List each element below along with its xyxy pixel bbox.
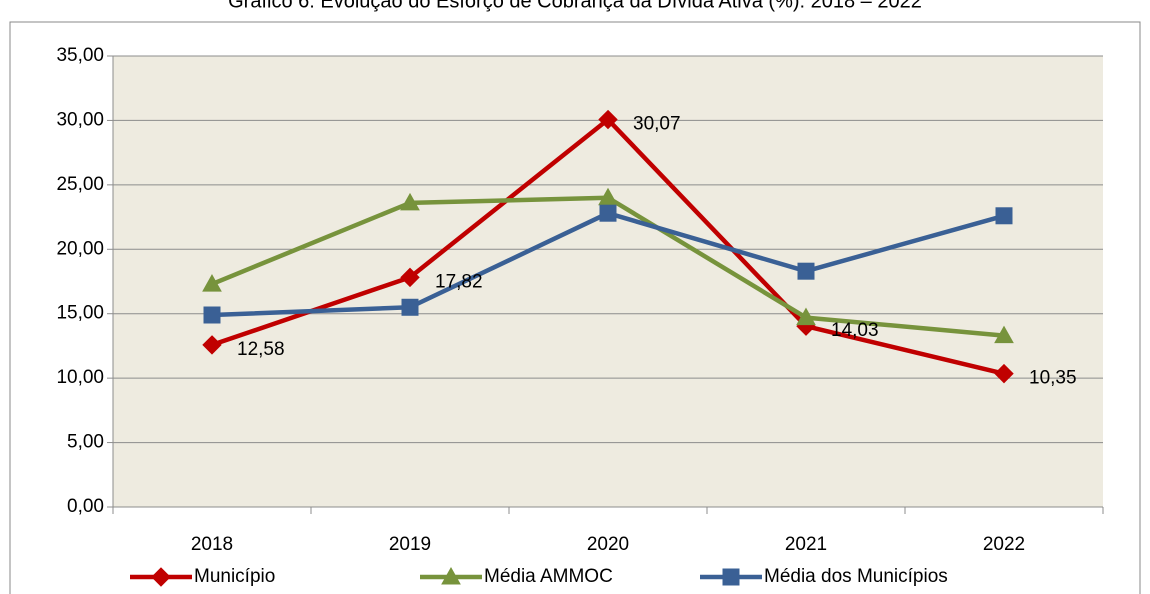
x-tick-label: 2018 bbox=[191, 534, 233, 555]
marker bbox=[203, 306, 221, 324]
marker bbox=[400, 192, 420, 211]
marker bbox=[796, 307, 816, 326]
x-tick-label: 2022 bbox=[983, 534, 1025, 555]
plot-area bbox=[113, 56, 1103, 507]
marker bbox=[722, 568, 740, 586]
marker bbox=[202, 335, 222, 355]
legend-label: Média dos Municípios bbox=[764, 566, 948, 587]
x-tick-label: 2021 bbox=[785, 534, 827, 555]
x-tick-label: 2020 bbox=[587, 534, 629, 555]
data-label: 10,35 bbox=[1029, 368, 1077, 389]
legend-label: Município bbox=[194, 566, 275, 587]
y-tick-label: 25,00 bbox=[56, 174, 104, 195]
marker bbox=[994, 363, 1014, 384]
marker bbox=[797, 262, 815, 280]
y-tick-label: 0,00 bbox=[67, 496, 104, 517]
legend-label: Média AMMOC bbox=[484, 566, 613, 587]
marker bbox=[401, 298, 419, 316]
data-label: 14,03 bbox=[831, 320, 879, 341]
data-label: 17,82 bbox=[435, 271, 483, 292]
marker bbox=[151, 567, 171, 587]
y-tick-label: 5,00 bbox=[67, 432, 104, 453]
marker bbox=[994, 325, 1014, 344]
y-tick-label: 20,00 bbox=[56, 238, 104, 259]
data-label: 12,58 bbox=[237, 339, 285, 360]
y-tick-label: 35,00 bbox=[56, 45, 104, 66]
chart-title: Gráfico 6: Evolução do Esforço de Cobran… bbox=[228, 0, 922, 12]
y-tick-label: 15,00 bbox=[56, 303, 104, 324]
marker bbox=[995, 207, 1013, 225]
x-tick-label: 2019 bbox=[389, 534, 431, 555]
marker bbox=[400, 267, 420, 288]
marker bbox=[599, 204, 617, 222]
marker bbox=[598, 109, 618, 130]
y-tick-label: 30,00 bbox=[56, 109, 104, 130]
data-label: 30,07 bbox=[633, 114, 681, 135]
marker bbox=[441, 566, 461, 585]
y-tick-label: 10,00 bbox=[56, 367, 104, 388]
marker bbox=[202, 274, 222, 292]
